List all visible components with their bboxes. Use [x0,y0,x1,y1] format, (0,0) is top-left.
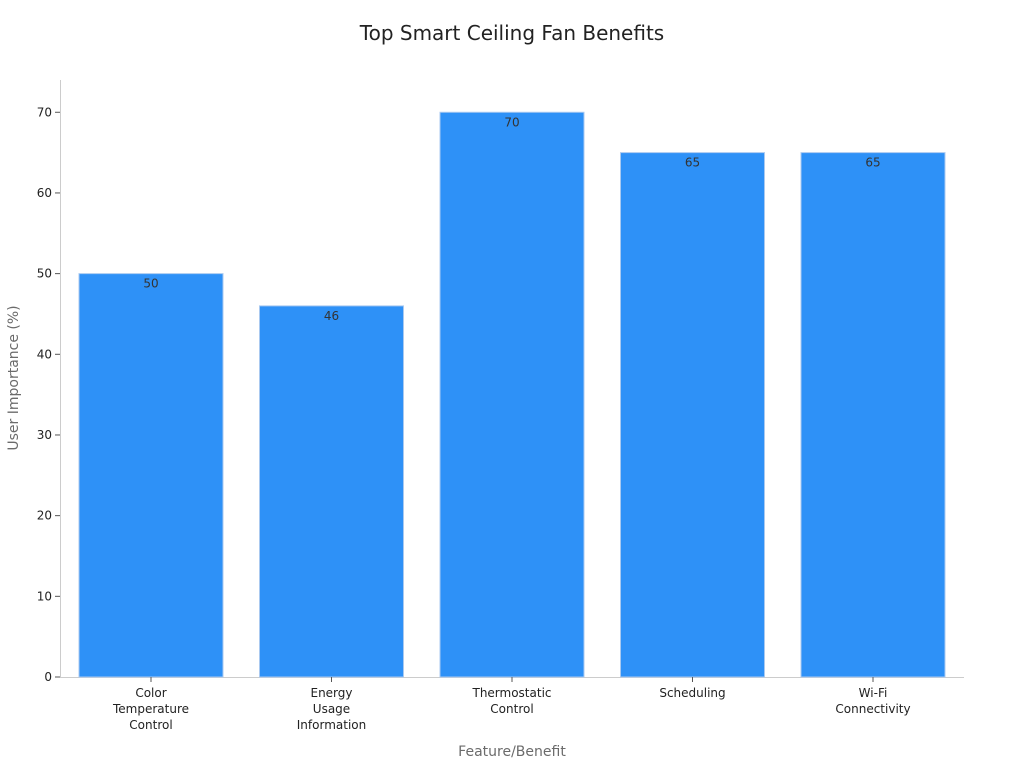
plot-area: 0 10 20 30 40 50 60 70 50 Color Temperature Control… [37,105,946,732]
x-tick-label-line: Information [297,718,366,732]
bar [439,111,585,678]
x-tick-label-line: Energy [310,686,352,700]
x-tick-label: Thermostatic Control [471,686,551,716]
y-tick-label: 60 [37,186,52,200]
x-axis-label: Feature/Benefit [458,744,566,760]
x-tick-label: Scheduling [659,686,725,700]
x-tick-label: Energy Usage Information [297,686,366,732]
bar [78,273,224,678]
y-tick-label: 10 [37,589,52,603]
y-axis-label: User Importance (%) [6,305,22,450]
y-tick-label: 30 [37,428,52,442]
y-tick-label: 20 [37,509,52,523]
y-tick-label: 0 [44,670,52,684]
bar [259,305,404,678]
x-tick-label-line: Wi-Fi [859,686,888,700]
x-tick-label-line: Connectivity [835,702,910,716]
chart-title: Top Smart Ceiling Fan Benefits [359,21,664,45]
bar-value-label: 50 [143,277,158,291]
y-tick-label: 70 [37,105,52,119]
bar-value-label: 46 [324,309,339,323]
y-tick-label: 40 [37,347,52,361]
x-tick-label: Color Temperature Control [112,686,189,732]
x-tick-label-line: Usage [313,702,350,716]
bar [800,152,946,678]
x-tick-label-line: Thermostatic [471,686,551,700]
x-tick-label-line: Control [490,702,533,716]
bar-value-label: 65 [865,156,880,170]
x-tick-label-line: Temperature [112,702,189,716]
bar-value-label: 65 [685,156,700,170]
x-tick-label-line: Scheduling [659,686,725,700]
y-tick-label: 50 [37,267,52,281]
x-tick-label: Wi-Fi Connectivity [835,686,910,716]
bar [620,152,765,678]
x-tick-label-line: Control [129,718,172,732]
bar-value-label: 70 [504,115,519,129]
x-tick-label-line: Color [135,686,166,700]
